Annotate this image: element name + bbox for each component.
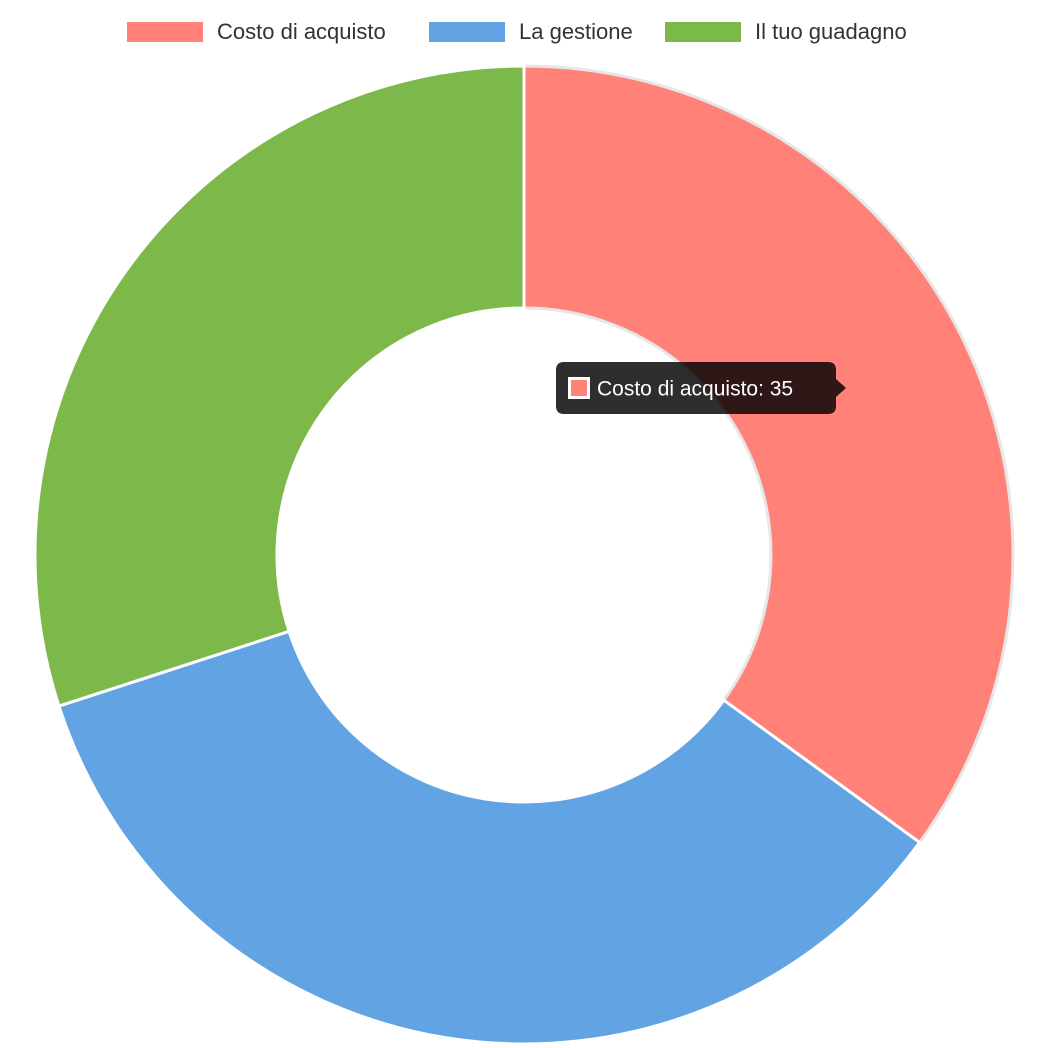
tooltip-box <box>556 362 846 414</box>
tooltip-text: Costo di acquisto: 35 <box>597 378 793 401</box>
legend-swatch <box>665 22 741 42</box>
legend-label: Il tuo guadagno <box>755 19 907 44</box>
legend-swatch <box>429 22 505 42</box>
slice <box>57 629 922 1046</box>
legend-label: La gestione <box>519 19 633 44</box>
legend-label: Costo di acquisto <box>217 19 386 44</box>
tooltip: Costo di acquisto: 35 <box>556 362 846 414</box>
legend: Costo di acquisto La gestione Il tuo guada… <box>127 19 907 44</box>
slice <box>522 64 1015 845</box>
legend-swatch <box>127 22 203 42</box>
slices <box>33 64 1015 1046</box>
tooltip-swatch <box>571 380 587 396</box>
slice <box>33 64 526 708</box>
